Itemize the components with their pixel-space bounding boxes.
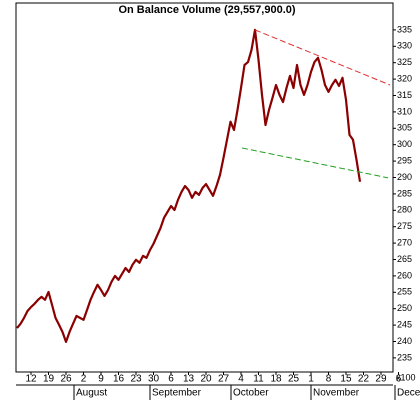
x-tick-label: 19 (43, 374, 55, 385)
obv-line (16, 28, 362, 343)
trend-line (241, 147, 389, 179)
x-tick-label: 8 (326, 374, 332, 385)
x-tick-label: 20 (200, 374, 212, 385)
y-tick-label: 250 (397, 303, 412, 313)
chart-title: On Balance Volume (29,557,900.0) (118, 4, 295, 16)
y-unit-label: x100 (396, 372, 416, 382)
y-tick-label: 260 (397, 270, 412, 280)
y-tick-label: 295 (397, 155, 412, 165)
y-tick-label: 325 (397, 57, 412, 67)
y-tick-label: 305 (397, 123, 412, 133)
y-tick-label: 245 (397, 319, 412, 329)
x-tick-label: 2 (81, 374, 87, 385)
y-tick-label: 275 (397, 221, 412, 231)
y-tick-label: 290 (397, 172, 412, 182)
y-tick-label: 300 (397, 139, 412, 149)
x-tick-label: 12 (25, 374, 37, 385)
x-tick-label: 18 (270, 374, 282, 385)
x-tick-label: 27 (218, 374, 230, 385)
x-tick-label: 29 (375, 374, 387, 385)
month-label: December (397, 388, 420, 399)
y-tick-label: 240 (397, 336, 412, 346)
y-tick-label: 285 (397, 188, 412, 198)
y-tick-label: 330 (397, 41, 412, 51)
y-tick-label: 335 (397, 24, 412, 34)
y-tick-label: 270 (397, 237, 412, 247)
x-tick-label: 25 (288, 374, 300, 385)
month-label: September (152, 388, 202, 399)
x-tick-label: 23 (130, 374, 142, 385)
y-tick-label: 320 (397, 73, 412, 83)
y-tick-label: 265 (397, 254, 412, 264)
x-tick-label: 6 (396, 374, 402, 385)
y-tick-label: 280 (397, 205, 412, 215)
x-tick-label: 11 (253, 374, 264, 385)
y-tick-label: 255 (397, 287, 412, 297)
x-tick-label: 26 (60, 374, 72, 385)
x-tick-label: 30 (148, 374, 160, 385)
y-tick-label: 315 (397, 90, 412, 100)
trend-line (254, 29, 391, 86)
x-tick-label: 16 (113, 374, 125, 385)
month-label: November (313, 388, 360, 399)
x-tick-label: 13 (183, 374, 195, 385)
month-label: August (76, 388, 107, 399)
y-tick-label: 235 (397, 352, 412, 362)
x-tick-label: 15 (340, 374, 352, 385)
plot-frame (15, 2, 394, 373)
x-tick-label: 22 (358, 374, 370, 385)
x-tick-label: 4 (238, 374, 244, 385)
x-tick-label: 6 (168, 374, 174, 385)
x-tick-label: 9 (98, 374, 104, 385)
month-label: October (233, 388, 269, 399)
x-tick-label: 1 (308, 374, 314, 385)
y-tick-label: 310 (397, 106, 412, 116)
